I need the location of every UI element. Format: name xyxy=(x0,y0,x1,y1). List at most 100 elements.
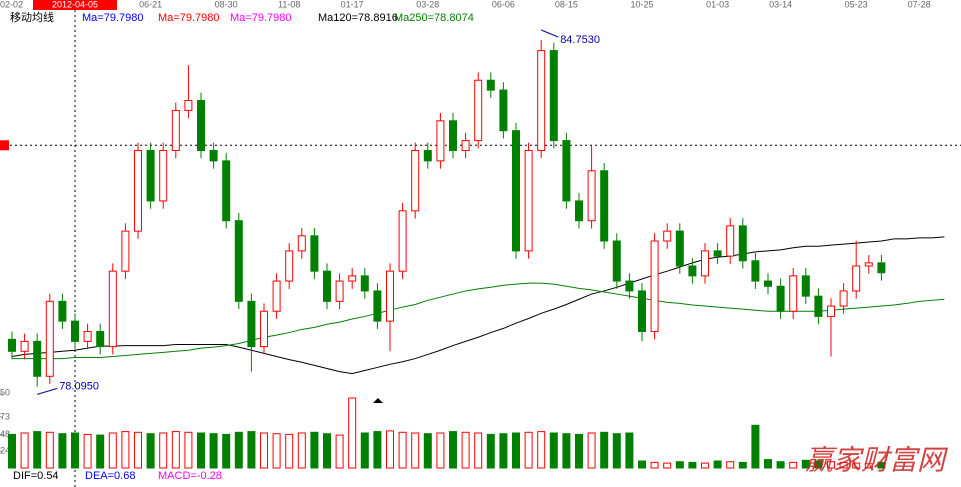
candle-body xyxy=(864,262,873,267)
ma-line xyxy=(12,282,945,360)
indicator-label: DEA=0.68 xyxy=(85,470,135,482)
volume-bar xyxy=(71,432,79,469)
x-tick-label: 06-21 xyxy=(139,0,162,9)
volume-bar xyxy=(386,430,394,469)
candle-body xyxy=(134,149,142,232)
candle-body xyxy=(310,235,319,272)
candle-body xyxy=(461,140,470,151)
legend-entry: Ma250=78.8074 xyxy=(394,12,474,24)
candle-body xyxy=(423,149,432,162)
low-label: 78.0950 xyxy=(59,380,99,392)
volume-tick-label: 48 xyxy=(0,429,10,439)
volume-bar xyxy=(310,431,319,469)
volume-bar xyxy=(751,424,760,469)
candle-body xyxy=(650,240,659,333)
candle-body xyxy=(562,140,571,202)
volume-bar xyxy=(562,433,571,469)
volume-bar xyxy=(877,461,886,469)
candle-body xyxy=(360,275,369,292)
volume-bar xyxy=(713,460,722,469)
crosshair-marker xyxy=(0,140,9,151)
candle-body xyxy=(549,50,558,142)
candle-body xyxy=(247,300,256,348)
candle-body xyxy=(877,262,886,274)
x-tick-label: 07-28 xyxy=(908,0,931,9)
volume-bar xyxy=(272,433,281,469)
candle-body xyxy=(411,149,420,212)
legend-entry: Ma=79.7980 xyxy=(230,12,291,24)
volume-bar xyxy=(8,433,16,469)
candle-body xyxy=(33,340,42,377)
volume-bar xyxy=(108,432,117,469)
candle-body xyxy=(764,280,772,287)
x-tick-label: 01-03 xyxy=(706,0,729,9)
volume-bar xyxy=(587,432,596,469)
volume-bar xyxy=(688,461,697,469)
volume-bar xyxy=(285,433,294,469)
candle-body xyxy=(398,210,407,272)
volume-bar xyxy=(726,461,735,469)
volume-bar xyxy=(814,460,823,469)
candle-body xyxy=(222,160,231,222)
volume-bar xyxy=(612,433,621,469)
candle-body xyxy=(499,89,508,132)
ma-line xyxy=(11,236,945,375)
volume-bar xyxy=(839,461,848,469)
volume-bar xyxy=(348,397,357,469)
volume-bar xyxy=(335,434,344,469)
candle-body xyxy=(814,295,823,317)
marker-triangle xyxy=(373,398,383,403)
volume-bar xyxy=(234,431,243,469)
x-tick-label: 06-06 xyxy=(492,0,515,9)
volume-bar xyxy=(360,432,369,469)
candle-body xyxy=(297,235,306,252)
candle-body xyxy=(108,270,117,348)
volume-bar xyxy=(638,460,646,469)
volume-bar xyxy=(701,462,709,469)
x-tick-label: 08-30 xyxy=(215,0,238,9)
volume-tick-label: 73 xyxy=(0,411,10,421)
candle-body xyxy=(537,50,546,151)
candle-body xyxy=(58,300,67,322)
candle-body xyxy=(184,100,193,111)
candle-body xyxy=(121,230,130,272)
x-tick-label: 05-23 xyxy=(845,0,868,9)
volume-bar xyxy=(524,431,533,469)
candle-body xyxy=(612,240,621,282)
volume-bar xyxy=(373,431,382,469)
candle-body xyxy=(234,220,243,302)
volume-bar xyxy=(159,432,168,469)
volume-bar xyxy=(663,462,672,469)
candle-body xyxy=(587,170,596,222)
volume-bar xyxy=(650,461,659,469)
volume-bar xyxy=(209,433,218,469)
x-tick-label: 02-02 xyxy=(0,0,23,9)
volume-bar xyxy=(45,431,54,469)
candle-body xyxy=(751,260,760,282)
candle-body xyxy=(83,331,92,342)
volume-bar xyxy=(852,462,861,469)
volume-bar xyxy=(83,433,92,469)
candle-body xyxy=(852,265,861,292)
volume-tick-label: 24 xyxy=(0,446,10,456)
candle-body xyxy=(146,149,155,202)
volume-bar xyxy=(827,461,835,469)
x-tick-label: 11-08 xyxy=(278,0,300,9)
volume-bar xyxy=(499,433,508,469)
candle-body xyxy=(171,109,180,151)
candle-body xyxy=(348,275,357,282)
legend-entry: Ma=79.7980 xyxy=(82,12,143,24)
candle-body xyxy=(713,250,722,257)
high-pointer xyxy=(541,29,559,38)
volume-bar xyxy=(398,431,407,469)
x-tick-label: 10-25 xyxy=(630,0,653,9)
volume-bar xyxy=(625,432,634,469)
volume-bar xyxy=(197,432,205,469)
volume-bar xyxy=(600,431,609,469)
volume-bar xyxy=(20,432,29,469)
volume-bar xyxy=(486,433,495,469)
candle-body xyxy=(738,225,747,262)
volume-bar xyxy=(96,434,105,469)
